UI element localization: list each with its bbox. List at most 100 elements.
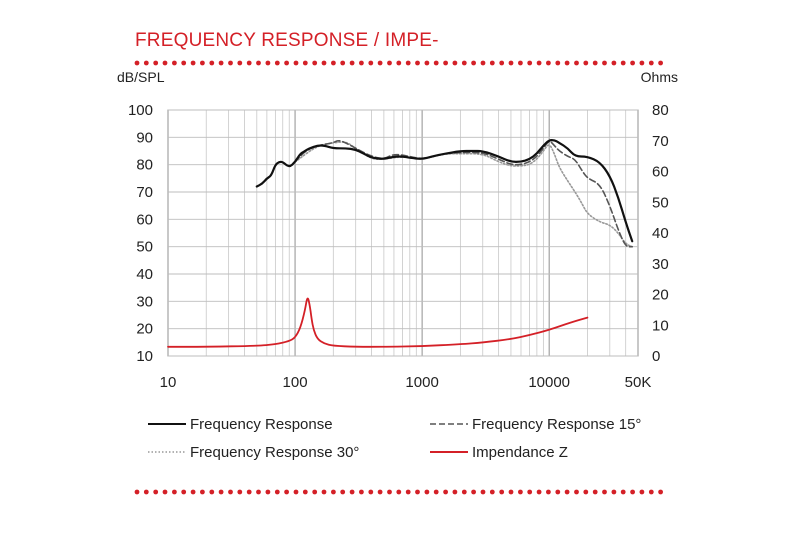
divider-dot bbox=[639, 60, 645, 66]
divider-dot bbox=[592, 489, 598, 495]
divider-dot bbox=[359, 489, 364, 495]
legend-label: Impendance Z bbox=[472, 444, 568, 461]
divider-dot bbox=[396, 60, 402, 66]
divider-dot bbox=[293, 489, 299, 495]
divider-dot bbox=[143, 489, 149, 495]
y-tick-label: 60 bbox=[136, 211, 153, 228]
divider-dot bbox=[602, 60, 607, 66]
divider-dot bbox=[162, 60, 168, 66]
y2-axis-ticks: 0 10 20 30 40 50 60 70 80 bbox=[652, 102, 669, 365]
divider-dot bbox=[564, 60, 570, 66]
y2-axis-label: Ohms bbox=[641, 69, 678, 85]
divider-dot bbox=[424, 489, 430, 495]
y-axis-label: dB/SPL bbox=[117, 69, 165, 85]
divider-dot bbox=[471, 60, 476, 66]
divider-dot bbox=[237, 489, 243, 495]
divider-dot bbox=[284, 60, 289, 66]
divider-dot bbox=[293, 60, 299, 66]
divider-dot bbox=[377, 60, 383, 66]
divider-dot bbox=[153, 489, 159, 495]
divider-dot bbox=[349, 60, 355, 66]
divider-dot bbox=[302, 60, 308, 66]
divider-dot bbox=[340, 489, 346, 495]
divider-dot bbox=[405, 489, 411, 495]
y-tick-label: 70 bbox=[136, 184, 153, 201]
divider-dot bbox=[190, 489, 196, 495]
divider-dot bbox=[312, 489, 318, 495]
divider-dot bbox=[256, 60, 261, 66]
divider-dot bbox=[630, 60, 635, 66]
y2-tick-label: 20 bbox=[652, 287, 669, 304]
divider-dot bbox=[331, 60, 336, 66]
divider-dot bbox=[452, 489, 458, 495]
divider-dot bbox=[536, 489, 542, 495]
series-line-frequency-response-15 bbox=[294, 139, 633, 248]
divider-dot bbox=[200, 60, 205, 66]
divider-dot bbox=[555, 60, 561, 66]
series-line-impendance-z bbox=[167, 297, 589, 348]
divider-dot bbox=[228, 60, 233, 66]
y-tick-label: 40 bbox=[136, 266, 153, 283]
series-lines bbox=[167, 139, 634, 348]
divider-dot bbox=[218, 489, 224, 495]
y2-tick-label: 10 bbox=[652, 317, 669, 334]
divider-dot bbox=[228, 489, 233, 495]
divider-dot bbox=[508, 60, 514, 66]
divider-dot bbox=[209, 489, 215, 495]
divider-dot bbox=[265, 60, 271, 66]
divider-dot bbox=[246, 60, 252, 66]
divider-dot bbox=[527, 489, 533, 495]
y2-tick-label: 70 bbox=[652, 133, 669, 150]
divider-dot bbox=[658, 489, 663, 495]
divider-dot bbox=[134, 60, 140, 66]
divider-dot bbox=[433, 489, 439, 495]
divider-dot bbox=[321, 60, 327, 66]
divider-dot bbox=[387, 489, 392, 495]
divider-dot bbox=[546, 60, 551, 66]
divider-dot bbox=[396, 489, 402, 495]
legend: Frequency Response Frequency Response 15°… bbox=[148, 416, 641, 461]
legend-label: Frequency Response 15° bbox=[472, 416, 641, 433]
x-axis-ticks: 10 100 1000 10000 50K bbox=[160, 374, 652, 391]
divider-dot bbox=[639, 489, 645, 495]
divider-dot bbox=[546, 489, 551, 495]
y-tick-label: 80 bbox=[136, 157, 153, 174]
divider-dot bbox=[302, 489, 308, 495]
divider-dot bbox=[162, 489, 168, 495]
plot-area bbox=[167, 109, 639, 357]
divider-dot bbox=[274, 60, 280, 66]
x-tick-label: 1000 bbox=[405, 374, 438, 391]
divider-dot bbox=[452, 60, 458, 66]
y-tick-label: 30 bbox=[136, 293, 153, 310]
series-line-frequency-response bbox=[255, 139, 634, 243]
divider-dot bbox=[574, 60, 579, 66]
divider-dot bbox=[602, 489, 607, 495]
divider-dot bbox=[415, 60, 420, 66]
divider-dot bbox=[461, 60, 467, 66]
divider-dot bbox=[424, 60, 430, 66]
divider-dot bbox=[443, 60, 448, 66]
y2-tick-label: 50 bbox=[652, 194, 669, 211]
divider-dot bbox=[648, 60, 654, 66]
divider-dot bbox=[630, 489, 635, 495]
y2-tick-label: 30 bbox=[652, 256, 669, 273]
divider-dot bbox=[489, 60, 495, 66]
y-tick-label: 50 bbox=[136, 239, 153, 256]
divider-dot bbox=[274, 489, 280, 495]
divider-dot bbox=[246, 489, 252, 495]
divider-dot bbox=[368, 489, 374, 495]
divider-dot bbox=[349, 489, 355, 495]
divider-dot bbox=[181, 60, 187, 66]
divider-dot bbox=[443, 489, 448, 495]
divider-dot bbox=[648, 489, 654, 495]
chart-title: FREQUENCY RESPONSE / IMPE- bbox=[135, 30, 439, 51]
divider-dot bbox=[583, 489, 589, 495]
divider-dot bbox=[620, 60, 626, 66]
divider-dot bbox=[172, 489, 177, 495]
divider-dot bbox=[190, 60, 196, 66]
divider-dot bbox=[583, 60, 589, 66]
divider-dot bbox=[518, 489, 523, 495]
divider-dot bbox=[564, 489, 570, 495]
divider-dot bbox=[368, 60, 374, 66]
